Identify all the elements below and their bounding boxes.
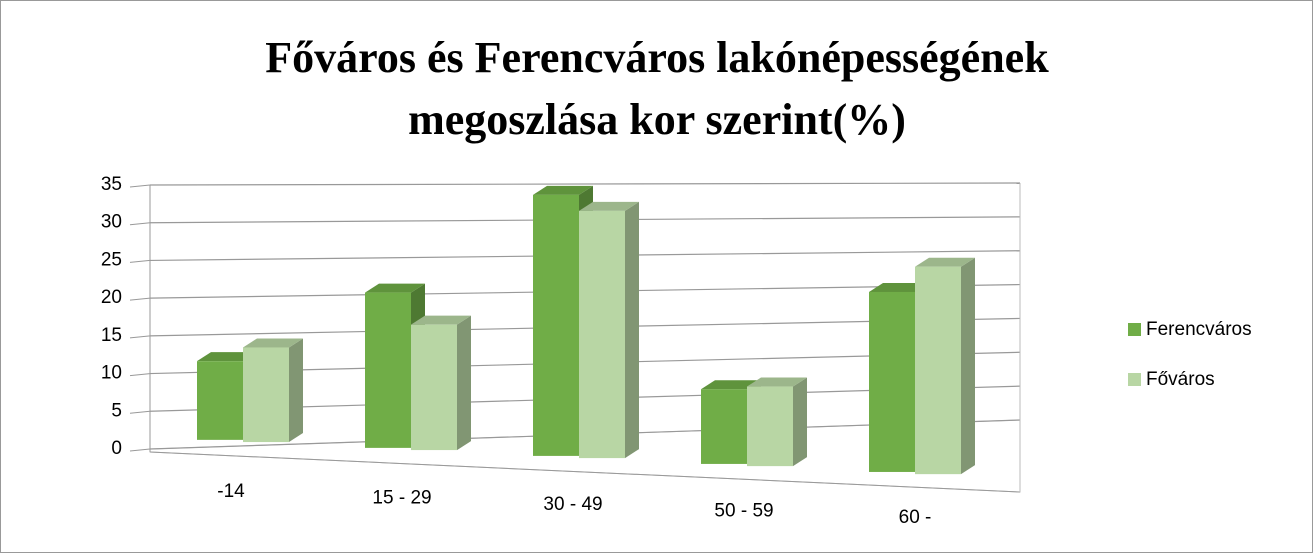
y-tick xyxy=(129,335,151,339)
bar xyxy=(533,194,579,456)
x-tick-label: 30 - 49 xyxy=(543,494,602,515)
y-tick xyxy=(129,410,151,414)
grid-line xyxy=(149,182,1021,186)
bar xyxy=(701,389,747,464)
bar xyxy=(411,324,457,451)
bar xyxy=(747,386,793,467)
y-tick-label: 15 xyxy=(101,325,122,346)
bar-side xyxy=(289,338,303,443)
legend-label: Ferencváros xyxy=(1146,319,1252,340)
bar xyxy=(243,347,289,443)
x-axis xyxy=(149,451,1021,493)
chart-title: Főváros és Ferencváros lakónépességének xyxy=(265,33,1049,82)
bar xyxy=(869,291,915,472)
x-tick-label: 15 - 29 xyxy=(372,488,431,509)
x-tick-label: 60 - xyxy=(899,507,932,528)
bar-top xyxy=(365,283,425,293)
bar-top xyxy=(915,257,975,267)
bar-top xyxy=(579,201,639,211)
bar-top xyxy=(197,352,257,362)
bar xyxy=(579,210,625,459)
legend-swatch xyxy=(1128,323,1141,336)
bar-top xyxy=(747,377,807,387)
y-tick xyxy=(129,448,151,452)
y-tick-label: 0 xyxy=(111,438,122,459)
y-tick-label: 20 xyxy=(101,287,122,308)
bar xyxy=(365,292,411,448)
bar-side xyxy=(457,315,471,451)
bar xyxy=(197,361,243,440)
y-tick xyxy=(129,297,151,301)
y-tick xyxy=(129,222,151,226)
chart-title: megoszlása kor szerint(%) xyxy=(408,95,906,144)
y-tick xyxy=(129,259,151,263)
y-tick-label: 10 xyxy=(101,363,122,384)
bar-top xyxy=(869,282,929,292)
y-tick xyxy=(129,373,151,377)
bar-side xyxy=(625,201,639,459)
bar-side xyxy=(961,257,975,475)
bar-top xyxy=(533,185,593,195)
y-tick xyxy=(129,184,151,188)
y-tick-label: 35 xyxy=(101,174,122,195)
y-tick-label: 25 xyxy=(101,249,122,270)
legend-label: Főváros xyxy=(1146,369,1215,390)
legend-swatch xyxy=(1128,373,1141,386)
bar-side xyxy=(793,377,807,467)
x-tick-label: -14 xyxy=(217,481,245,502)
bar-top xyxy=(243,338,303,348)
bar xyxy=(915,266,961,475)
x-tick-label: 50 - 59 xyxy=(714,501,773,522)
bar-top xyxy=(701,380,761,390)
bar-top xyxy=(411,315,471,325)
y-tick-label: 30 xyxy=(101,212,122,233)
y-tick-label: 5 xyxy=(111,400,122,421)
